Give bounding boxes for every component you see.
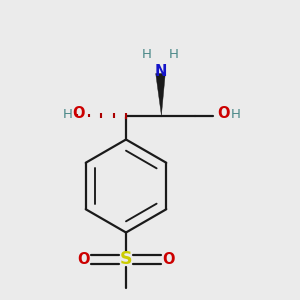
Text: H: H: [169, 48, 179, 62]
Text: O: O: [73, 106, 85, 122]
Text: H: H: [63, 107, 72, 121]
Text: O: O: [162, 252, 174, 267]
Text: O: O: [217, 106, 230, 122]
Text: H: H: [231, 107, 240, 121]
Text: H: H: [142, 48, 152, 62]
Polygon shape: [156, 74, 165, 116]
Text: S: S: [120, 250, 132, 268]
Text: O: O: [78, 252, 90, 267]
Text: N: N: [154, 64, 167, 80]
